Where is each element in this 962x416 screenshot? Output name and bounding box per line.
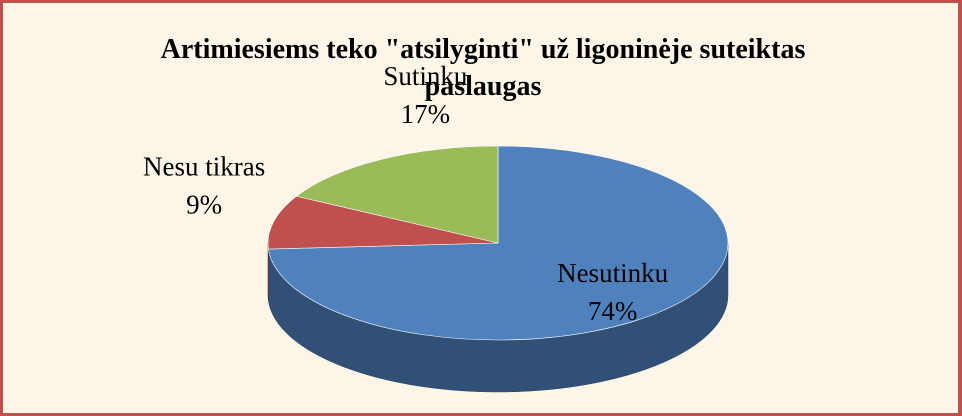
slice-label: Nesu tikras	[143, 152, 265, 182]
chart-title: Artimiesiems teko "atsilyginti" už ligon…	[160, 34, 806, 102]
slice-value-label: 74%	[588, 296, 638, 326]
slice-value-label: 9%	[186, 190, 222, 220]
slice-label: Sutinku	[383, 61, 468, 91]
chart: Nesutinku 74% Nesu tikras 9% Sutinku 17%	[143, 61, 729, 393]
pie-slice	[295, 145, 499, 244]
pie-slice	[267, 195, 499, 250]
slice-label: Nesutinku	[557, 258, 668, 288]
slice-value-label: 17%	[401, 99, 451, 129]
